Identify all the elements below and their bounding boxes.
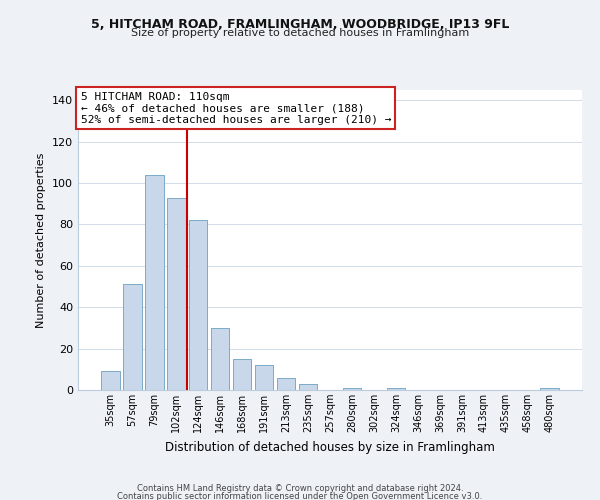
Bar xyxy=(145,175,164,390)
Bar xyxy=(299,384,317,390)
Y-axis label: Number of detached properties: Number of detached properties xyxy=(37,152,46,328)
Bar xyxy=(255,365,274,390)
Bar xyxy=(167,198,185,390)
Bar xyxy=(233,359,251,390)
Bar xyxy=(277,378,295,390)
Bar xyxy=(189,220,208,390)
Bar xyxy=(541,388,559,390)
Text: 5 HITCHAM ROAD: 110sqm
← 46% of detached houses are smaller (188)
52% of semi-de: 5 HITCHAM ROAD: 110sqm ← 46% of detached… xyxy=(80,92,391,124)
Bar xyxy=(211,328,229,390)
Bar xyxy=(123,284,142,390)
Text: 5, HITCHAM ROAD, FRAMLINGHAM, WOODBRIDGE, IP13 9FL: 5, HITCHAM ROAD, FRAMLINGHAM, WOODBRIDGE… xyxy=(91,18,509,30)
X-axis label: Distribution of detached houses by size in Framlingham: Distribution of detached houses by size … xyxy=(165,440,495,454)
Text: Contains HM Land Registry data © Crown copyright and database right 2024.: Contains HM Land Registry data © Crown c… xyxy=(137,484,463,493)
Bar xyxy=(386,388,405,390)
Text: Contains public sector information licensed under the Open Government Licence v3: Contains public sector information licen… xyxy=(118,492,482,500)
Bar xyxy=(101,372,119,390)
Bar xyxy=(343,388,361,390)
Text: Size of property relative to detached houses in Framlingham: Size of property relative to detached ho… xyxy=(131,28,469,38)
